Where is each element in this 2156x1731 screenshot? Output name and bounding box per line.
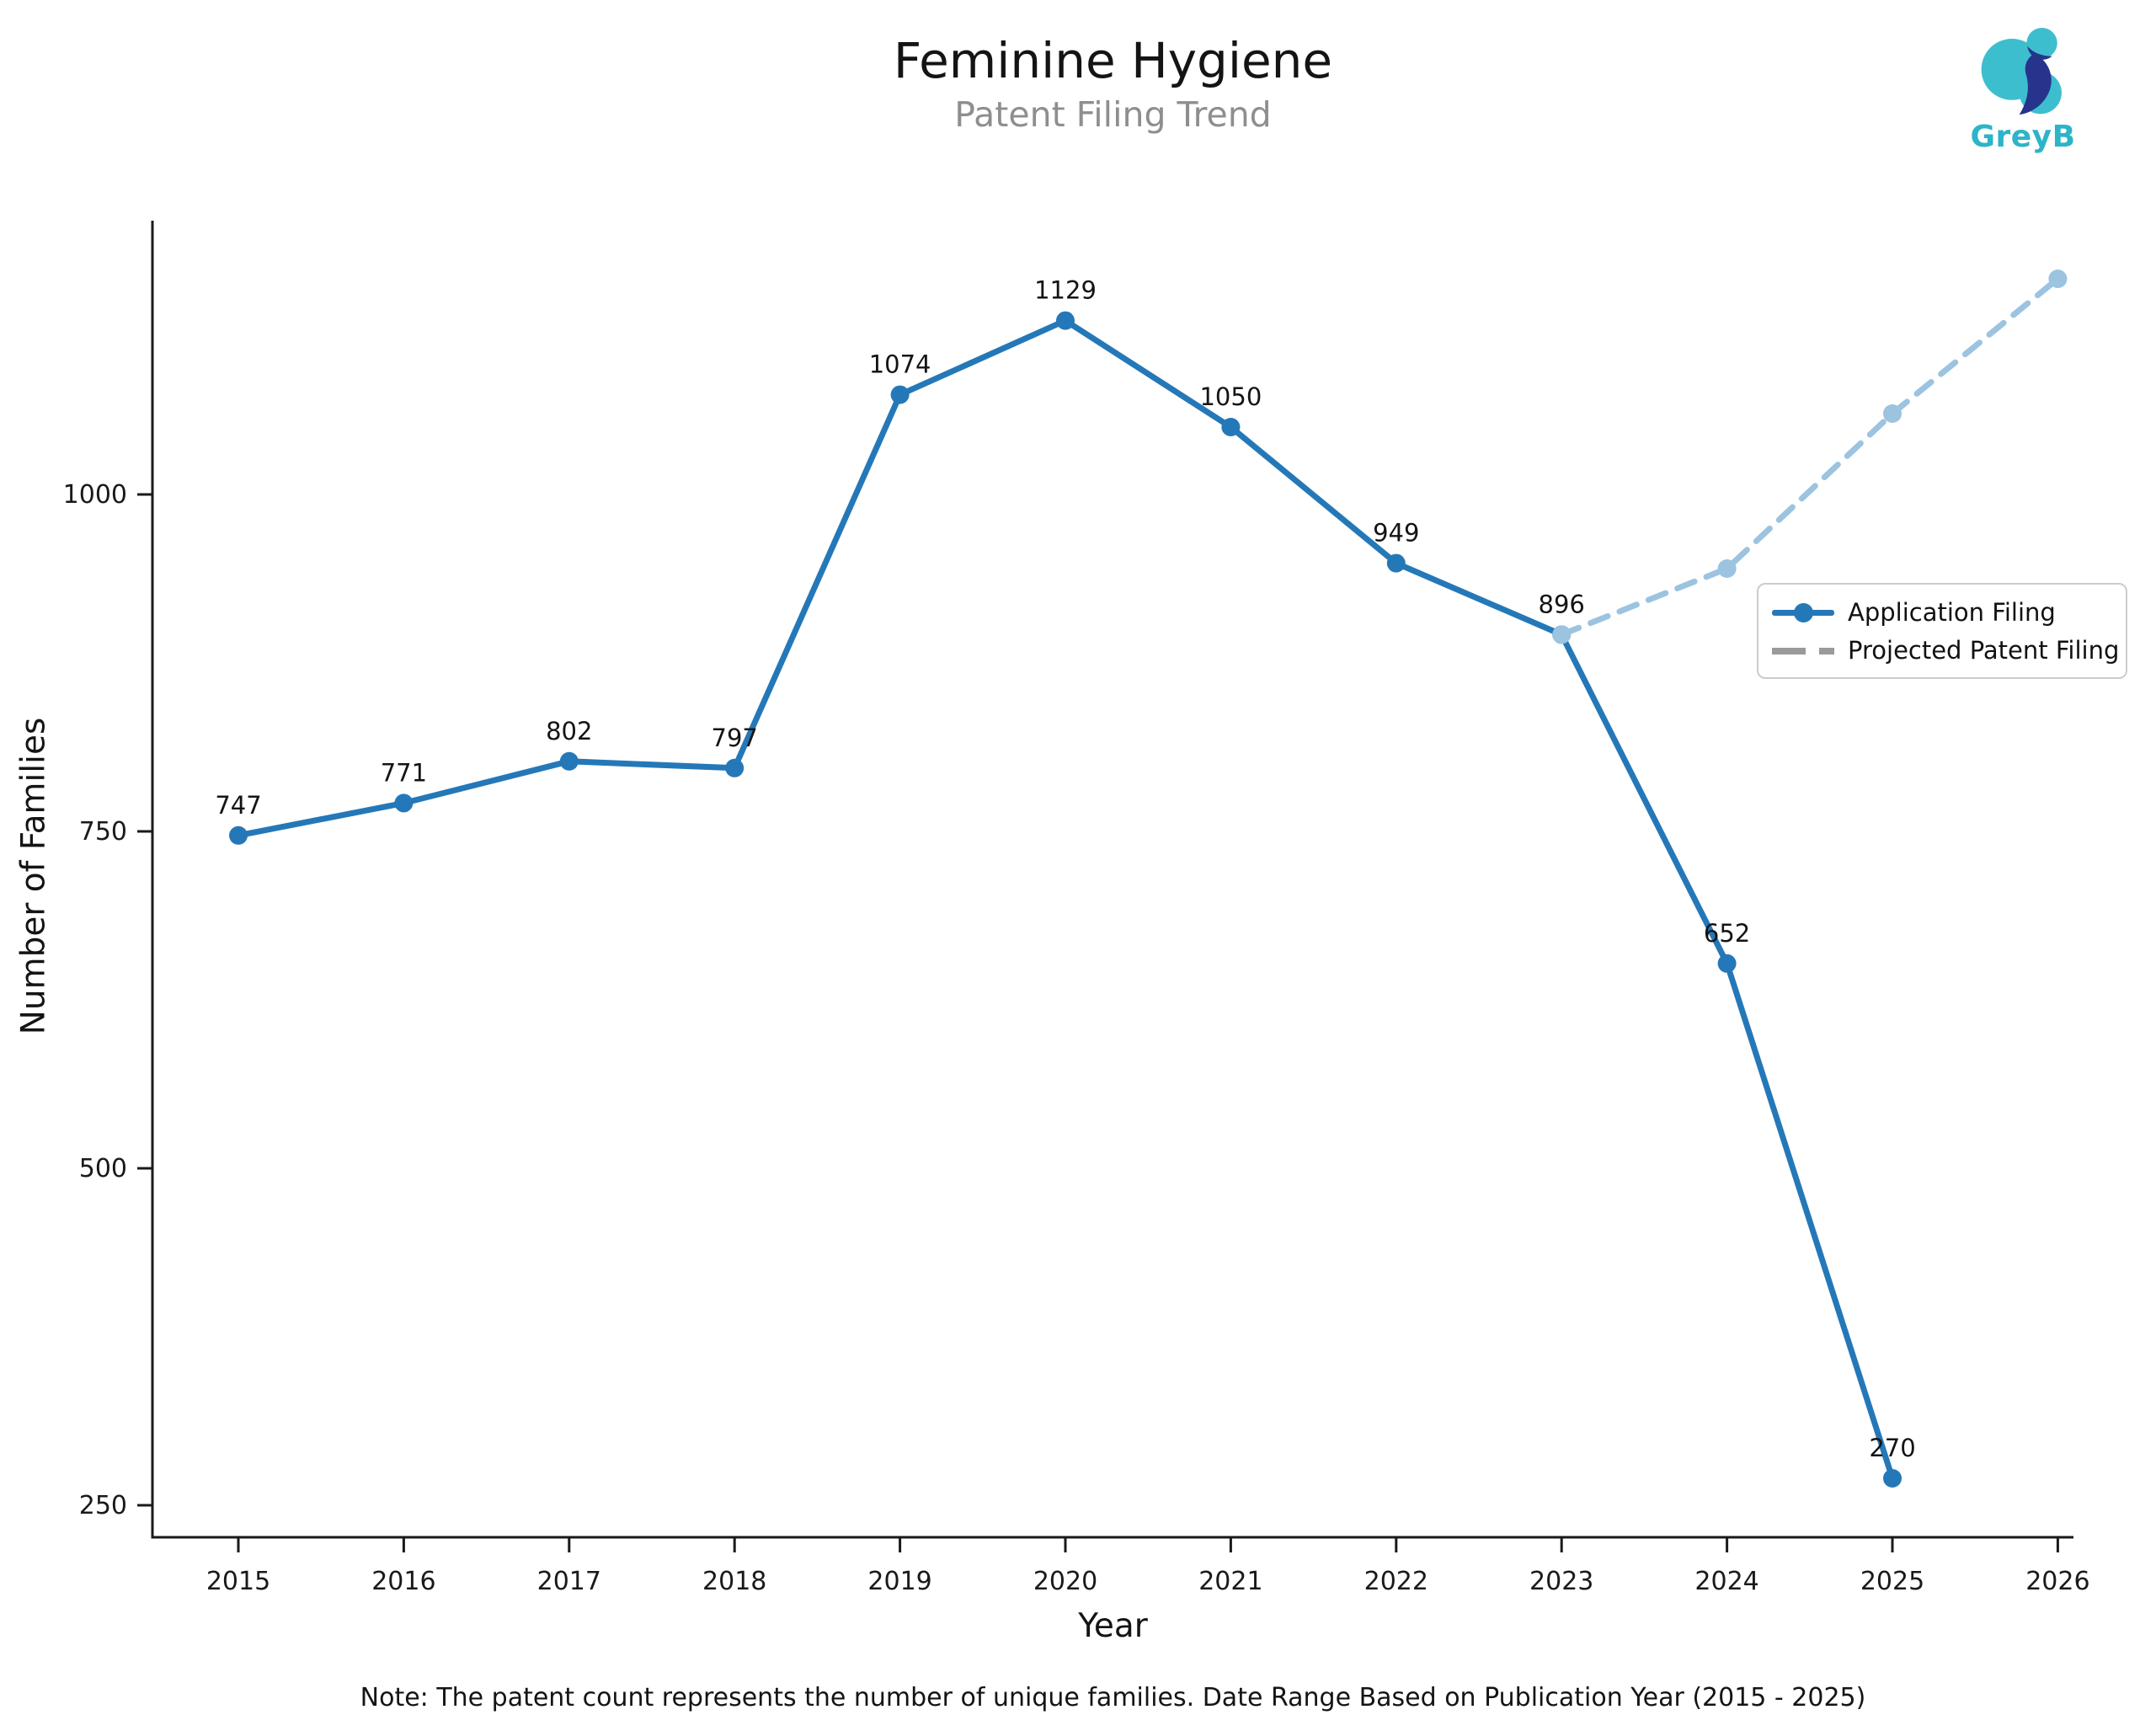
logo-small-cap: [2027, 45, 2052, 60]
data-point: [229, 825, 248, 845]
data-point: [559, 751, 579, 771]
data-point: [394, 793, 414, 813]
chart-footnote: Note: The patent count represents the nu…: [360, 1683, 1866, 1712]
logo-fin-shape: [2019, 53, 2052, 115]
legend-dash-icon: [1772, 647, 1806, 654]
series-line-application-filing: [235, 318, 1896, 1482]
data-point: [1883, 1469, 1902, 1488]
data-point-label: 896: [1539, 590, 1585, 618]
page-title: Feminine Hygiene: [893, 32, 1333, 89]
y-tick-label: 500: [79, 1154, 127, 1183]
y-tick-label: 1000: [63, 480, 127, 510]
data-point: [1883, 404, 1902, 423]
y-tick-label: 250: [79, 1491, 127, 1520]
greyb-logo: GreyB: [1956, 24, 2090, 154]
legend-dash-icon: [1819, 647, 1834, 654]
data-point: [890, 385, 910, 404]
x-tick-label: 2026: [2025, 1567, 2089, 1596]
legend-label-application-filing: Application Filing: [1848, 597, 2056, 627]
x-tick-label: 2015: [206, 1567, 270, 1596]
x-tick-label: 2022: [1364, 1567, 1428, 1596]
data-point-label: 270: [1869, 1434, 1915, 1462]
data-point-label: 771: [381, 758, 427, 787]
x-tick-label: 2020: [1033, 1567, 1097, 1596]
legend-dot-icon: [1794, 602, 1813, 622]
page-subtitle: Patent Filing Trend: [954, 94, 1272, 135]
y-tick-label: 750: [79, 817, 127, 847]
x-tick-label: 2024: [1694, 1567, 1758, 1596]
chart-legend: Application Filing Projected Patent Fili…: [1757, 583, 2127, 679]
data-point: [1221, 418, 1241, 436]
data-point-label: 1074: [869, 350, 931, 379]
legend-label-projected-filing: Projected Patent Filing: [1848, 635, 2120, 665]
x-tick-label: 2017: [537, 1567, 601, 1596]
data-point-label: 1050: [1199, 382, 1262, 411]
data-point-label: 802: [546, 717, 592, 745]
data-point-label: 949: [1373, 519, 1419, 548]
legend-item-projected-filing: Projected Patent Filing: [1758, 631, 2126, 669]
data-point: [1717, 954, 1737, 973]
legend-dashed-line-icon: [1772, 639, 1834, 661]
x-tick-label: 2019: [867, 1567, 931, 1596]
data-point: [1386, 553, 1406, 573]
x-tick-label: 2016: [371, 1567, 435, 1596]
data-point: [2048, 270, 2068, 288]
x-tick-label: 2018: [702, 1567, 766, 1596]
logo-small-circle: [2026, 28, 2057, 59]
data-point: [1056, 311, 1075, 330]
data-point-label: 1129: [1034, 276, 1097, 305]
x-tick-label: 2021: [1198, 1567, 1262, 1596]
data-point: [725, 758, 744, 777]
axes-spines: [151, 221, 2073, 1539]
data-point: [1552, 625, 1572, 644]
x-axis-title: Year: [1078, 1607, 1148, 1645]
y-axis-title: Number of Families: [14, 717, 53, 1035]
legend-line-marker-icon: [1772, 601, 1834, 623]
series-line-projected-patent-filing: [1558, 275, 2061, 638]
data-point-label: 747: [215, 791, 261, 820]
legend-item-application-filing: Application Filing: [1758, 593, 2126, 631]
x-tick-label: 2023: [1529, 1567, 1593, 1596]
data-point: [1717, 559, 1737, 578]
greyb-logo-icon: [1981, 28, 2062, 115]
x-tick-label: 2025: [1860, 1567, 1924, 1596]
logo-text: GreyB: [1970, 120, 2076, 154]
data-point-label: 797: [712, 724, 758, 752]
data-point-label: 652: [1704, 919, 1750, 948]
